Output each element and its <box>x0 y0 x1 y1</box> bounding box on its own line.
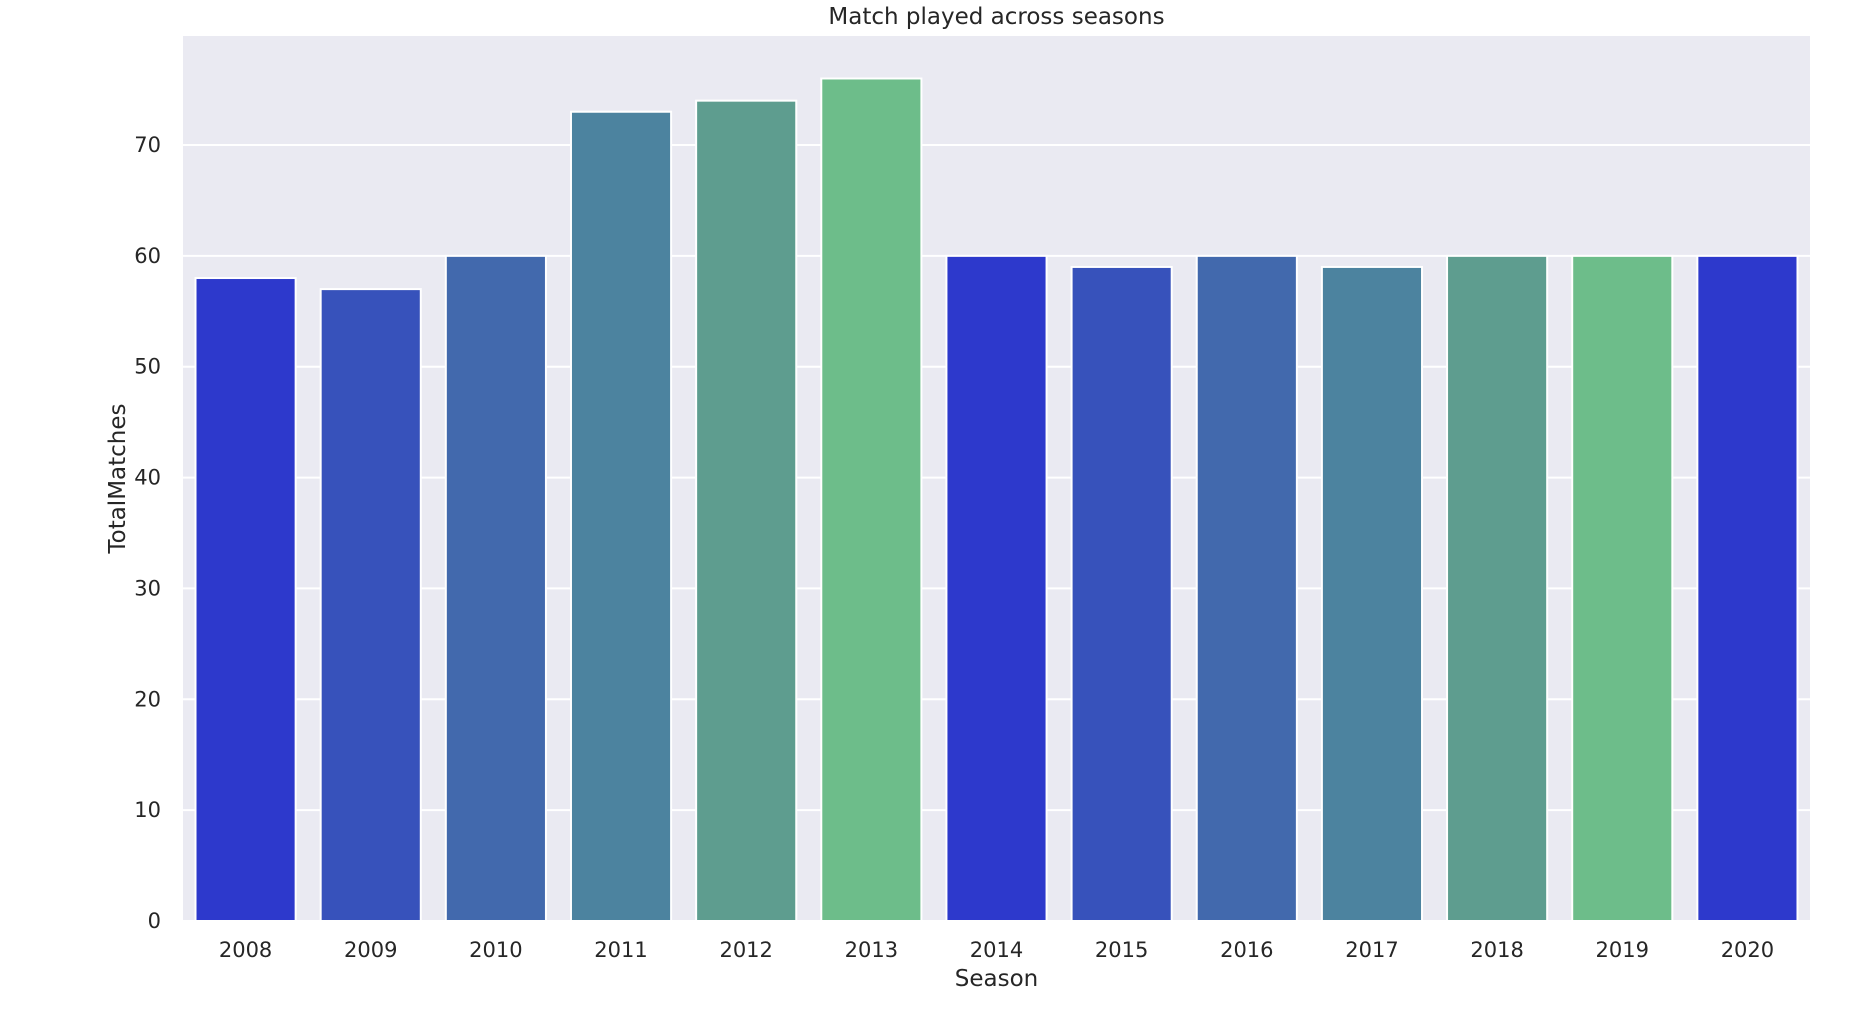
bar-2014 <box>945 254 1048 923</box>
bar-2020 <box>1696 254 1799 923</box>
y-tick-label: 20 <box>134 687 161 711</box>
x-tick-label: 2011 <box>594 938 647 962</box>
x-tick-label: 2008 <box>219 938 272 962</box>
bar-2009 <box>319 288 422 923</box>
x-tick-label: 2018 <box>1470 938 1523 962</box>
bar-2013 <box>820 77 923 922</box>
x-tick-label: 2020 <box>1721 938 1774 962</box>
y-tick-label: 60 <box>134 244 161 268</box>
y-tick-label: 50 <box>134 355 161 379</box>
bar-2012 <box>695 99 798 922</box>
x-tick-label: 2009 <box>344 938 397 962</box>
x-tick-label: 2013 <box>845 938 898 962</box>
bar-2015 <box>1070 265 1173 922</box>
y-tick-label: 70 <box>134 133 161 157</box>
x-tick-label: 2017 <box>1345 938 1398 962</box>
bar-2008 <box>194 277 297 922</box>
x-axis-label: Season <box>955 966 1038 992</box>
x-tick-labels: 2008 2009 2010 2011 2012 2013 2014 2015 2016 2017… <box>219 938 1774 962</box>
y-tick-label: 10 <box>134 798 161 822</box>
x-tick-label: 2012 <box>719 938 772 962</box>
bar-2016 <box>1195 254 1298 923</box>
bars <box>194 77 1799 923</box>
bar-2017 <box>1320 265 1424 922</box>
bar-2010 <box>444 254 547 923</box>
x-tick-label: 2016 <box>1220 938 1273 962</box>
x-tick-label: 2015 <box>1095 938 1148 962</box>
bar-2011 <box>569 110 673 922</box>
y-tick-label: 30 <box>134 576 161 600</box>
x-tick-label: 2010 <box>469 938 522 962</box>
bar-2019 <box>1571 254 1674 923</box>
bar-2018 <box>1446 254 1549 923</box>
y-tick-label: 0 <box>148 909 161 933</box>
x-tick-label: 2019 <box>1596 938 1649 962</box>
x-tick-label: 2014 <box>970 938 1023 962</box>
y-axis-label: TotalMatches <box>105 403 131 554</box>
y-tick-labels: 0 10 20 30 40 50 60 70 <box>134 133 161 933</box>
y-tick-label: 40 <box>134 466 161 490</box>
chart-title: Match played across seasons <box>828 4 1164 30</box>
